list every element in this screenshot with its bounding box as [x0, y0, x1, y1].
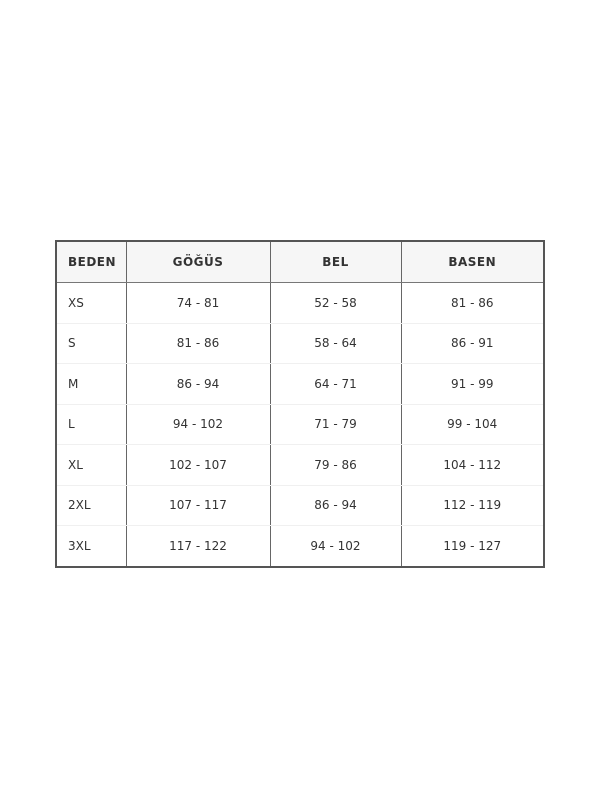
waist-cell: 52 - 58 — [270, 282, 402, 324]
chest-cell: 102 - 107 — [126, 444, 271, 486]
hip-cell: 99 - 104 — [401, 404, 545, 445]
header-beden: BEDEN — [56, 241, 127, 283]
chest-cell: 94 - 102 — [126, 404, 271, 445]
size-cell: 2XL — [56, 485, 127, 526]
size-cell: L — [56, 404, 127, 445]
table-row: M 86 - 94 64 - 71 91 - 99 — [56, 363, 545, 405]
waist-cell: 64 - 71 — [270, 363, 402, 405]
waist-cell: 71 - 79 — [270, 404, 402, 445]
hip-cell: 81 - 86 — [401, 282, 545, 324]
hip-cell: 104 - 112 — [401, 444, 545, 486]
size-cell: XL — [56, 444, 127, 486]
table-row: XL 102 - 107 79 - 86 104 - 112 — [56, 444, 545, 486]
table-row: XS 74 - 81 52 - 58 81 - 86 — [56, 282, 545, 324]
size-cell: 3XL — [56, 525, 127, 567]
size-cell: M — [56, 363, 127, 405]
chest-cell: 117 - 122 — [126, 525, 271, 567]
header-basen: BASEN — [401, 241, 545, 283]
header-gogus: GÖĞÜS — [126, 241, 271, 283]
hip-cell: 91 - 99 — [401, 363, 545, 405]
waist-cell: 79 - 86 — [270, 444, 402, 486]
size-cell: S — [56, 323, 127, 364]
table-row: S 81 - 86 58 - 64 86 - 91 — [56, 323, 545, 364]
waist-cell: 94 - 102 — [270, 525, 402, 567]
table-row: 2XL 107 - 117 86 - 94 112 - 119 — [56, 485, 545, 526]
hip-cell: 119 - 127 — [401, 525, 545, 567]
table-row: 3XL 117 - 122 94 - 102 119 - 127 — [56, 525, 545, 567]
waist-cell: 86 - 94 — [270, 485, 402, 526]
chest-cell: 74 - 81 — [126, 282, 271, 324]
size-chart-table: BEDEN GÖĞÜS BEL BASEN XS 74 - 81 52 - 58 81… — [55, 240, 545, 568]
waist-cell: 58 - 64 — [270, 323, 402, 364]
header-row: BEDEN GÖĞÜS BEL BASEN — [56, 241, 545, 283]
chest-cell: 107 - 117 — [126, 485, 271, 526]
size-cell: XS — [56, 282, 127, 324]
hip-cell: 86 - 91 — [401, 323, 545, 364]
table-row: L 94 - 102 71 - 79 99 - 104 — [56, 404, 545, 445]
hip-cell: 112 - 119 — [401, 485, 545, 526]
chest-cell: 81 - 86 — [126, 323, 271, 364]
chest-cell: 86 - 94 — [126, 363, 271, 405]
header-bel: BEL — [270, 241, 402, 283]
